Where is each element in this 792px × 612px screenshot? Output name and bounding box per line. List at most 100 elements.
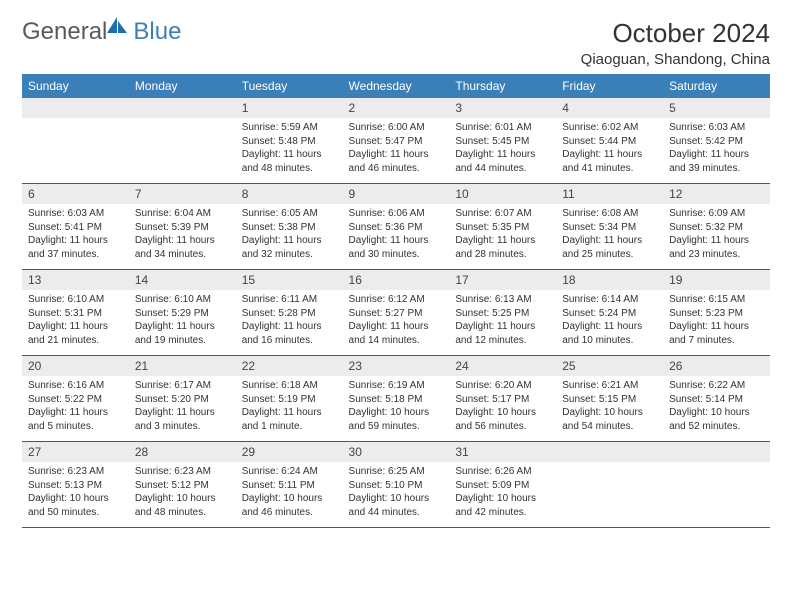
sunset-text: Sunset: 5:35 PM [455,221,550,235]
day-number: 21 [129,356,236,376]
day-cell-detail: Sunrise: 6:22 AMSunset: 5:14 PMDaylight:… [663,376,770,442]
sunrise-text: Sunrise: 6:21 AM [562,379,657,393]
daylight-text: Daylight: 11 hours and 19 minutes. [135,320,230,347]
day-header: Friday [556,74,663,98]
brand-text-blue: Blue [133,18,181,46]
brand-sail-icon [107,17,129,38]
calendar-page: General Blue October 2024 Qiaoguan, Shan… [0,0,792,546]
title-block: October 2024 Qiaoguan, Shandong, China [581,18,770,68]
day-cell-number: 3 [449,98,556,118]
day-header: Thursday [449,74,556,98]
day-number: 31 [449,442,556,462]
day-header: Saturday [663,74,770,98]
day-cell-number: 7 [129,184,236,205]
day-detail: Sunrise: 6:20 AMSunset: 5:17 PMDaylight:… [455,379,550,433]
location-text: Qiaoguan, Shandong, China [581,51,770,68]
day-cell-number: 27 [22,442,129,463]
sunrise-text: Sunrise: 6:24 AM [242,465,337,479]
day-cell-detail: Sunrise: 6:23 AMSunset: 5:12 PMDaylight:… [129,462,236,528]
day-cell-detail: Sunrise: 6:03 AMSunset: 5:41 PMDaylight:… [22,204,129,270]
sunset-text: Sunset: 5:18 PM [349,393,444,407]
sunrise-text: Sunrise: 6:09 AM [669,207,764,221]
day-cell-detail: Sunrise: 6:14 AMSunset: 5:24 PMDaylight:… [556,290,663,356]
day-number: 4 [556,98,663,118]
day-number: 26 [663,356,770,376]
sunrise-text: Sunrise: 6:02 AM [562,121,657,135]
brand-logo: General Blue [22,18,181,46]
day-cell-detail: Sunrise: 6:05 AMSunset: 5:38 PMDaylight:… [236,204,343,270]
sunrise-text: Sunrise: 6:01 AM [455,121,550,135]
day-cell-number: 20 [22,356,129,377]
day-cell-detail [22,118,129,184]
day-detail: Sunrise: 6:03 AMSunset: 5:42 PMDaylight:… [669,121,764,175]
week-detail-row: Sunrise: 6:10 AMSunset: 5:31 PMDaylight:… [22,290,770,356]
daylight-text: Daylight: 10 hours and 46 minutes. [242,492,337,519]
day-cell-number: 18 [556,270,663,291]
sunrise-text: Sunrise: 6:14 AM [562,293,657,307]
daylight-text: Daylight: 11 hours and 37 minutes. [28,234,123,261]
week-detail-row: Sunrise: 6:23 AMSunset: 5:13 PMDaylight:… [22,462,770,528]
day-number: 27 [22,442,129,462]
day-detail: Sunrise: 6:16 AMSunset: 5:22 PMDaylight:… [28,379,123,433]
week-detail-row: Sunrise: 6:16 AMSunset: 5:22 PMDaylight:… [22,376,770,442]
sunset-text: Sunset: 5:47 PM [349,135,444,149]
sunset-text: Sunset: 5:23 PM [669,307,764,321]
sunrise-text: Sunrise: 6:15 AM [669,293,764,307]
day-cell-number: 6 [22,184,129,205]
day-cell-number: 14 [129,270,236,291]
day-number: 13 [22,270,129,290]
day-detail: Sunrise: 6:09 AMSunset: 5:32 PMDaylight:… [669,207,764,261]
day-cell-number: 5 [663,98,770,118]
day-detail: Sunrise: 6:25 AMSunset: 5:10 PMDaylight:… [349,465,444,519]
day-cell-detail: Sunrise: 6:03 AMSunset: 5:42 PMDaylight:… [663,118,770,184]
sunset-text: Sunset: 5:14 PM [669,393,764,407]
sunrise-text: Sunrise: 6:13 AM [455,293,550,307]
sunset-text: Sunset: 5:27 PM [349,307,444,321]
day-number: 2 [343,98,450,118]
sunrise-text: Sunrise: 5:59 AM [242,121,337,135]
day-detail: Sunrise: 6:14 AMSunset: 5:24 PMDaylight:… [562,293,657,347]
day-detail: Sunrise: 6:13 AMSunset: 5:25 PMDaylight:… [455,293,550,347]
day-cell-number: 16 [343,270,450,291]
daylight-text: Daylight: 11 hours and 23 minutes. [669,234,764,261]
sunrise-text: Sunrise: 6:18 AM [242,379,337,393]
day-number: 29 [236,442,343,462]
sunset-text: Sunset: 5:39 PM [135,221,230,235]
sunset-text: Sunset: 5:10 PM [349,479,444,493]
day-detail: Sunrise: 6:02 AMSunset: 5:44 PMDaylight:… [562,121,657,175]
day-cell-detail: Sunrise: 6:06 AMSunset: 5:36 PMDaylight:… [343,204,450,270]
day-detail: Sunrise: 6:01 AMSunset: 5:45 PMDaylight:… [455,121,550,175]
day-cell-number: 10 [449,184,556,205]
day-number: 17 [449,270,556,290]
day-detail: Sunrise: 6:10 AMSunset: 5:29 PMDaylight:… [135,293,230,347]
daylight-text: Daylight: 10 hours and 56 minutes. [455,406,550,433]
day-cell-number: 11 [556,184,663,205]
sunrise-text: Sunrise: 6:25 AM [349,465,444,479]
day-number [22,105,129,111]
day-detail: Sunrise: 6:23 AMSunset: 5:12 PMDaylight:… [135,465,230,519]
day-cell-detail: Sunrise: 6:24 AMSunset: 5:11 PMDaylight:… [236,462,343,528]
sunrise-text: Sunrise: 6:05 AM [242,207,337,221]
day-cell-number: 22 [236,356,343,377]
brand-text-general: General [22,18,107,46]
sunrise-text: Sunrise: 6:22 AM [669,379,764,393]
day-number: 15 [236,270,343,290]
day-cell-detail: Sunrise: 6:08 AMSunset: 5:34 PMDaylight:… [556,204,663,270]
day-number: 22 [236,356,343,376]
sunset-text: Sunset: 5:41 PM [28,221,123,235]
daylight-text: Daylight: 11 hours and 48 minutes. [242,148,337,175]
day-detail: Sunrise: 6:22 AMSunset: 5:14 PMDaylight:… [669,379,764,433]
sunrise-text: Sunrise: 6:17 AM [135,379,230,393]
day-header: Tuesday [236,74,343,98]
daylight-text: Daylight: 11 hours and 41 minutes. [562,148,657,175]
day-detail: Sunrise: 5:59 AMSunset: 5:48 PMDaylight:… [242,121,337,175]
sunrise-text: Sunrise: 6:06 AM [349,207,444,221]
day-cell-detail: Sunrise: 6:09 AMSunset: 5:32 PMDaylight:… [663,204,770,270]
day-cell-number [129,98,236,118]
day-cell-number: 1 [236,98,343,118]
day-cell-detail: Sunrise: 6:23 AMSunset: 5:13 PMDaylight:… [22,462,129,528]
sunset-text: Sunset: 5:19 PM [242,393,337,407]
day-cell-number [663,442,770,463]
day-cell-number: 15 [236,270,343,291]
day-detail: Sunrise: 6:21 AMSunset: 5:15 PMDaylight:… [562,379,657,433]
